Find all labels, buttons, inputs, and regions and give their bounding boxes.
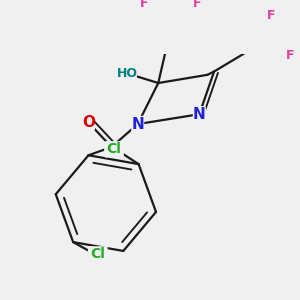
Text: O: O — [82, 115, 95, 130]
Text: F: F — [285, 49, 294, 62]
FancyBboxPatch shape — [265, 8, 278, 24]
Text: Cl: Cl — [90, 248, 105, 261]
FancyBboxPatch shape — [283, 47, 296, 63]
FancyBboxPatch shape — [82, 114, 95, 130]
FancyBboxPatch shape — [117, 65, 137, 81]
FancyBboxPatch shape — [190, 0, 203, 12]
FancyBboxPatch shape — [104, 141, 124, 158]
Text: F: F — [267, 9, 276, 22]
FancyBboxPatch shape — [193, 106, 206, 122]
Text: HO: HO — [117, 67, 138, 80]
FancyBboxPatch shape — [138, 0, 151, 12]
Text: N: N — [131, 117, 144, 132]
Text: F: F — [193, 0, 201, 10]
Text: N: N — [193, 107, 206, 122]
Text: Cl: Cl — [106, 142, 122, 156]
FancyBboxPatch shape — [88, 246, 108, 262]
Text: F: F — [140, 0, 148, 10]
FancyBboxPatch shape — [131, 116, 144, 132]
